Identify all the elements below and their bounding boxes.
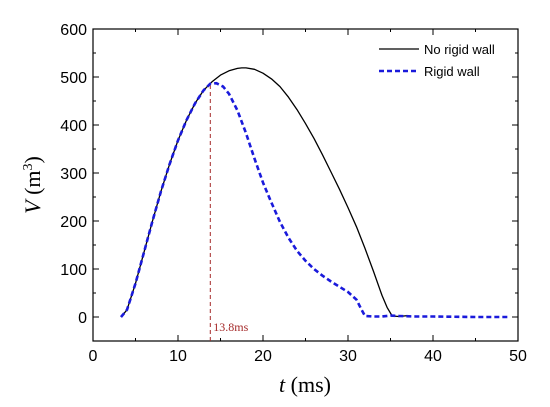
y-axis-unit-close: ) bbox=[20, 156, 45, 163]
x-axis-unit: (ms) bbox=[285, 372, 331, 397]
x-tick-label: 20 bbox=[254, 348, 272, 365]
series-line-no-rigid-wall bbox=[120, 67, 408, 318]
tick-marks bbox=[92, 28, 519, 341]
x-tick-label: 10 bbox=[169, 348, 187, 365]
y-tick-label: 0 bbox=[78, 310, 87, 327]
legend: No rigid wall Rigid wall bbox=[379, 42, 495, 79]
x-tick-label: 30 bbox=[339, 348, 357, 365]
y-axis-title: V (m3) bbox=[20, 156, 45, 214]
series-layer bbox=[120, 67, 508, 319]
y-tick-label: 100 bbox=[60, 262, 87, 279]
y-axis-unit: (m bbox=[20, 170, 45, 200]
y-axis-unit-exponent: 3 bbox=[21, 163, 36, 170]
y-axis-variable: V bbox=[20, 198, 45, 214]
y-tick-label: 600 bbox=[60, 22, 87, 39]
legend-label-rigid-wall: Rigid wall bbox=[424, 64, 480, 79]
x-axis-variable: t bbox=[279, 372, 286, 397]
x-tick-label: 50 bbox=[509, 348, 527, 365]
annotation-layer: 13.8ms bbox=[209, 83, 249, 341]
peak-time-label: 13.8ms bbox=[213, 320, 248, 334]
x-axis-title: t (ms) bbox=[279, 372, 331, 397]
plot-area: 13.8ms bbox=[92, 28, 519, 342]
y-tick-label: 500 bbox=[60, 70, 87, 87]
y-tick-label: 400 bbox=[60, 118, 87, 135]
x-tick-label: 40 bbox=[424, 348, 442, 365]
x-tick-label: 0 bbox=[89, 348, 98, 365]
series-line-rigid-wall bbox=[120, 81, 508, 319]
y-tick-label: 200 bbox=[60, 214, 87, 231]
legend-label-no-rigid-wall: No rigid wall bbox=[424, 42, 495, 57]
y-tick-label: 300 bbox=[60, 166, 87, 183]
